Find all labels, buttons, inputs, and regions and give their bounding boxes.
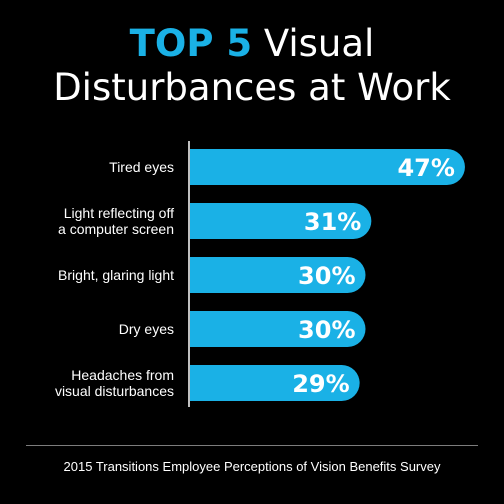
title-line-1: TOP 5 Visual [0, 22, 504, 66]
category-label: a computer screen [58, 221, 174, 237]
bar-value-label: 47% [397, 154, 454, 182]
category-label: Dry eyes [119, 321, 174, 337]
chart-title: TOP 5 Visual Disturbances at Work [0, 22, 504, 110]
bar-value-label: 30% [298, 262, 355, 290]
category-label: visual disturbances [55, 383, 174, 399]
bar-value-label: 31% [304, 208, 361, 236]
bar [190, 203, 372, 239]
bar [190, 311, 366, 347]
category-label: Tired eyes [109, 159, 174, 175]
divider [26, 445, 478, 446]
title-rest: Visual [263, 22, 375, 65]
bar-value-label: 30% [298, 316, 355, 344]
bar [190, 365, 360, 401]
bar [190, 149, 465, 185]
bar [190, 257, 366, 293]
title-accent: TOP 5 [129, 22, 253, 65]
category-label: Light reflecting off [64, 205, 174, 221]
bar-value-label: 29% [292, 370, 349, 398]
category-label: Headaches from [71, 367, 174, 383]
title-line-2: Disturbances at Work [53, 66, 451, 109]
source-note: 2015 Transitions Employee Perceptions of… [63, 459, 441, 474]
category-label: Bright, glaring light [58, 267, 174, 283]
